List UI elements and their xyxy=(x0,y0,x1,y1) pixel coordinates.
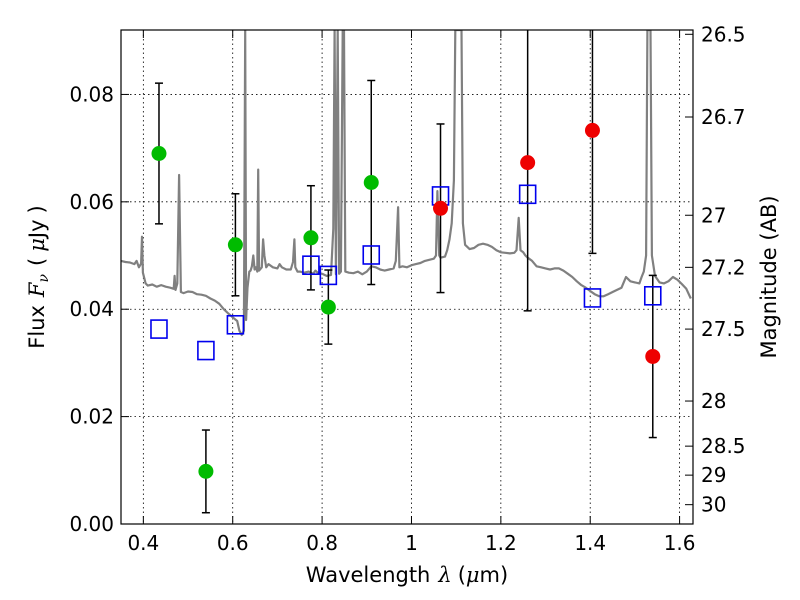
observed-point-marker xyxy=(584,122,600,138)
model-square-marker xyxy=(518,184,537,205)
y2-tick-label: 28 xyxy=(701,389,726,413)
y2-tick-label: 26.5 xyxy=(701,22,746,46)
model-square-marker xyxy=(197,340,215,361)
x-tick-label: 1 xyxy=(405,531,418,555)
observed-point-marker xyxy=(198,463,214,479)
observed-point-marker xyxy=(433,200,449,216)
x-tick-label: 0.6 xyxy=(217,531,249,555)
plot-frame xyxy=(120,29,694,525)
observed-point-marker xyxy=(303,230,319,246)
y-tick-label: 0.02 xyxy=(69,405,114,429)
x-tick-label: 1.2 xyxy=(485,531,517,555)
y-tick-label: 0.04 xyxy=(69,297,114,321)
y2-tick-label: 27.2 xyxy=(701,255,746,279)
model-spectrum xyxy=(121,30,692,337)
axis-ticks: 0.4 0.6 0.8 1 1.2 1.4 1.6 0.00 0.02 0.04 0.06 0.08 2… xyxy=(69,22,745,555)
y2-tick-label: 27.5 xyxy=(701,317,746,341)
x-tick-label: 1.6 xyxy=(664,531,696,555)
observed-point-marker xyxy=(645,348,661,364)
y-tick-label: 0.08 xyxy=(69,82,114,106)
observed-point-marker xyxy=(363,174,379,190)
model-square-marker xyxy=(150,319,168,339)
model-square-marker xyxy=(302,255,320,275)
model-square-marker xyxy=(583,288,602,308)
y-axis-label: FluxFν(μJy) xyxy=(25,205,52,348)
y2-tick-label: 30 xyxy=(701,493,726,517)
x-tick-label: 1.4 xyxy=(574,531,606,555)
y2-tick-label: 28.5 xyxy=(701,434,746,458)
model-square-marker xyxy=(643,285,662,306)
x-tick-label: 0.8 xyxy=(306,531,338,555)
data-markers xyxy=(150,122,662,479)
y2-tick-label: 27 xyxy=(701,203,726,227)
spectrum-line xyxy=(121,30,692,337)
plot-background xyxy=(121,30,693,524)
x-axis-label: Wavelength λ (μm) xyxy=(306,563,508,587)
model-square-marker xyxy=(226,314,245,335)
y2-tick-label: 26.7 xyxy=(701,105,746,129)
model-square-marker xyxy=(362,245,381,265)
y-tick-label: 0.06 xyxy=(69,190,114,214)
y2-tick-label: 29 xyxy=(701,463,726,487)
observed-point-marker xyxy=(227,237,243,253)
y2-axis-label: Magnitude (AB) xyxy=(757,195,781,358)
x-tick-label: 0.4 xyxy=(127,531,159,555)
observed-point-marker xyxy=(151,146,167,161)
observed-point-marker xyxy=(520,155,536,171)
y-tick-label: 0.00 xyxy=(69,512,114,536)
observed-point-marker xyxy=(320,299,336,315)
model-square-marker xyxy=(319,265,338,286)
